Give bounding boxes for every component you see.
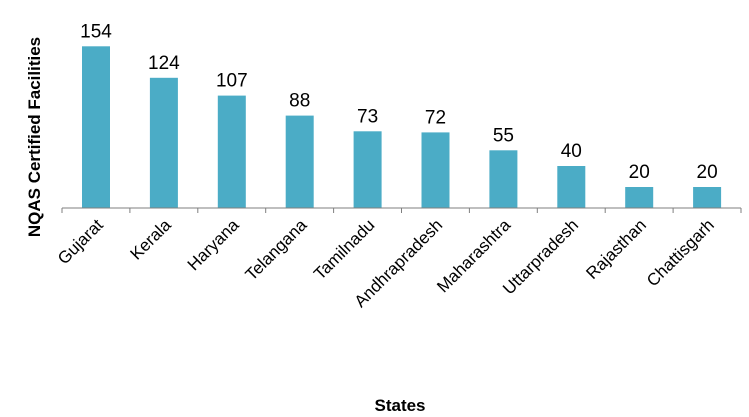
data-label: 20 — [629, 162, 650, 183]
category-label: Chattisgarh — [643, 215, 718, 290]
category-label: Haryana — [184, 215, 243, 274]
data-label: 154 — [80, 21, 112, 42]
bar-maharashtra — [489, 150, 518, 209]
bar-gujarat — [82, 46, 110, 208]
bar-rajasthan — [625, 187, 654, 208]
data-label: 88 — [289, 91, 310, 112]
bar-tamilnadu — [353, 131, 382, 208]
category-label: Kerala — [127, 215, 176, 264]
data-label: 124 — [148, 53, 180, 74]
data-label: 55 — [493, 125, 514, 146]
bar-andhrapradesh — [421, 132, 450, 208]
data-label: 107 — [216, 71, 248, 92]
data-label: 20 — [697, 162, 718, 183]
bar-chattisgarh — [693, 187, 722, 208]
data-label: 73 — [357, 106, 378, 127]
x-axis-label: States — [374, 396, 425, 415]
category-label: Gujarat — [54, 215, 107, 268]
data-labels-group: 154 124 107 88 73 72 55 40 20 20 — [80, 21, 718, 183]
category-label: Rajasthan — [582, 215, 650, 283]
bar-kerala — [149, 77, 178, 208]
bar-haryana — [217, 95, 246, 208]
bar-uttarpradesh — [557, 166, 586, 208]
data-label: 72 — [425, 107, 446, 128]
data-label: 40 — [561, 141, 582, 162]
bars-group — [82, 46, 722, 209]
y-axis-label: NQAS Certified Facilities — [25, 37, 44, 237]
category-label: Telangana — [242, 215, 311, 284]
category-label: Tamilnadu — [310, 215, 378, 283]
x-ticks-group — [61, 208, 742, 213]
bar-telangana — [285, 115, 314, 208]
